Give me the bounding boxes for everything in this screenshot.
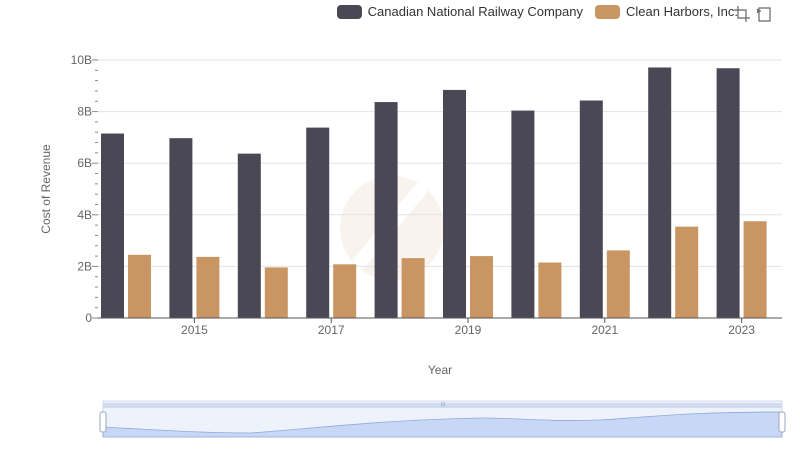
data-zoom-slider[interactable]: III <box>99 400 786 438</box>
bar-clean-harbors <box>196 256 220 318</box>
bar-clean-harbors <box>675 226 699 318</box>
bar-cn-railway <box>237 153 261 318</box>
legend-label-cn-railway: Canadian National Railway Company <box>367 4 583 19</box>
y-axis-ticks: 0 2B 4B 6B 8B 10B <box>71 53 98 325</box>
bar-clean-harbors <box>606 250 630 318</box>
zoom-slider-top-bar[interactable] <box>103 403 782 408</box>
y-tick-label: 2B <box>77 259 92 273</box>
bar-clean-harbors <box>264 267 288 318</box>
zoom-slider-right-handle[interactable] <box>778 411 786 433</box>
y-axis-title: Cost of Revenue <box>39 144 53 234</box>
bar-cn-railway <box>716 68 740 318</box>
zoom-slider-preview <box>102 411 783 438</box>
bar-cn-railway <box>579 100 603 318</box>
bar-clean-harbors <box>128 254 151 318</box>
bar-clean-harbors <box>538 262 562 318</box>
y-tick-label: 4B <box>77 208 92 222</box>
bar-cn-railway <box>306 127 330 318</box>
bar-cn-railway <box>648 67 672 319</box>
legend-item-cn-railway[interactable]: Canadian National Railway Company <box>336 4 583 19</box>
x-axis-title: Year <box>428 363 452 377</box>
bar-cn-railway <box>101 133 124 318</box>
x-tick-label: 2019 <box>455 323 482 337</box>
bars-group <box>101 67 767 319</box>
bar-cn-railway <box>169 138 193 318</box>
bar-cn-railway <box>511 110 535 319</box>
x-axis: 2015 2017 2019 2021 2023 <box>98 317 782 337</box>
chart-legend: Canadian National Railway Company Clean … <box>336 4 738 19</box>
bar-clean-harbors <box>401 258 425 318</box>
legend-swatch-cn-railway <box>336 4 362 19</box>
legend-item-clean-harbors[interactable]: Clean Harbors, Inc. <box>595 4 738 19</box>
zoom-slider-grip-icon: III <box>440 403 445 409</box>
x-tick-label: 2017 <box>318 323 345 337</box>
bar-cn-railway <box>443 89 466 318</box>
bar-clean-harbors <box>333 264 357 318</box>
zoom-icon[interactable] <box>734 6 750 22</box>
bar-clean-harbors <box>470 256 493 318</box>
bar-cn-railway <box>374 102 398 318</box>
legend-swatch-clean-harbors <box>595 4 620 19</box>
x-tick-label: 2015 <box>181 323 208 337</box>
zoom-slider-left-handle[interactable] <box>99 411 107 433</box>
legend-label-clean-harbors: Clean Harbors, Inc. <box>626 4 738 19</box>
y-tick-label: 8B <box>77 105 92 119</box>
chart-toolbox <box>734 6 772 22</box>
y-tick-label: 0 <box>85 311 92 325</box>
x-tick-label: 2021 <box>591 323 618 337</box>
x-tick-label: 2023 <box>728 323 755 337</box>
y-tick-label: 10B <box>71 53 92 67</box>
y-tick-label: 6B <box>77 156 92 170</box>
bar-clean-harbors <box>743 221 767 318</box>
zoom-reset-icon[interactable] <box>756 6 772 22</box>
